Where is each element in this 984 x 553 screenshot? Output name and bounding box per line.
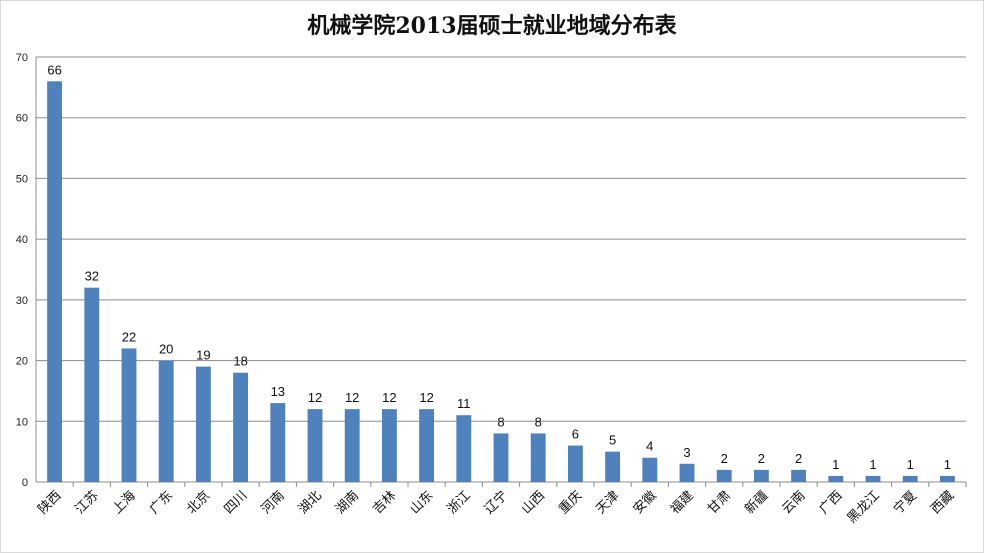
x-tick-label: 新疆 [742,488,772,518]
bar [902,475,918,482]
bar [84,287,100,482]
data-label: 1 [907,457,914,472]
data-label: 12 [308,390,322,405]
data-label: 12 [419,390,433,405]
y-tick-label: 30 [16,295,28,307]
bar [456,415,472,482]
bar [865,475,881,482]
bar [344,409,360,482]
bar [121,348,137,482]
x-tick-label: 北京 [184,488,213,517]
bar [567,445,583,482]
data-label: 66 [47,62,61,77]
data-label: 12 [382,390,396,405]
bar [47,81,63,483]
x-tick-label: 广东 [147,488,176,517]
data-label: 20 [159,342,173,357]
data-label: 6 [572,427,579,442]
data-label: 5 [609,433,616,448]
y-tick-label: 40 [16,234,28,246]
y-tick-label: 20 [16,356,28,368]
bar [605,451,621,482]
bar [716,469,732,482]
data-label: 13 [271,384,285,399]
data-label: 1 [832,457,839,472]
x-tick-label: 吉林 [370,488,399,517]
data-label: 32 [85,269,99,284]
bar [493,433,509,482]
x-tick-label: 湖北 [296,488,325,517]
data-label: 1 [944,457,951,472]
x-tick-label: 广西 [817,488,846,517]
y-tick-label: 0 [22,477,28,489]
x-tick-label: 安徽 [631,488,660,517]
bar [939,475,955,482]
x-tick-label: 辽宁 [481,488,511,518]
data-label: 2 [795,451,802,466]
data-label: 22 [122,329,136,344]
bar [381,409,397,482]
x-tick-label: 浙江 [445,488,474,517]
x-tick-label: 甘肃 [705,488,734,517]
x-tick-label: 四川 [221,488,250,517]
y-tick-label: 50 [16,173,28,185]
x-tick-label: 江苏 [72,488,102,518]
x-tick-label: 云南 [779,488,809,518]
y-tick-label: 70 [16,52,28,64]
x-tick-label: 山东 [407,488,436,517]
bar [270,403,286,482]
data-label: 12 [345,390,359,405]
data-label: 19 [196,348,210,363]
bar [307,409,323,482]
x-tick-label: 福建 [668,488,697,517]
data-label: 11 [457,396,471,411]
bar [530,433,546,482]
bar [679,463,695,482]
x-tick-label: 天津 [593,488,622,517]
bar [828,475,844,482]
data-label: 8 [535,414,542,429]
x-tick-label: 上海 [110,488,139,517]
y-tick-label: 10 [16,416,28,428]
data-label: 1 [869,457,876,472]
x-tick-label: 河南 [258,488,288,518]
bar [419,409,435,482]
x-tick-label: 重庆 [556,488,586,518]
bar [753,469,769,482]
bar [233,372,249,482]
x-tick-label: 宁夏 [890,488,920,518]
data-label: 3 [683,445,690,460]
x-tick-label: 湖南 [332,488,362,518]
data-label: 18 [233,354,247,369]
y-tick-label: 60 [16,113,28,125]
data-label: 2 [758,451,765,466]
data-label: 4 [646,439,653,454]
bar [158,360,174,482]
x-tick-label: 陕西 [35,488,64,517]
x-tick-label: 黑龙江 [845,488,883,526]
x-tick-label: 西藏 [928,488,957,517]
x-tick-label: 山西 [519,488,548,517]
data-label: 8 [497,414,504,429]
bar [195,366,211,482]
bar [642,457,658,482]
data-label: 2 [721,451,728,466]
chart-title: 机械学院2013届硕士就业地域分布表 [307,13,677,39]
bar [791,469,807,482]
